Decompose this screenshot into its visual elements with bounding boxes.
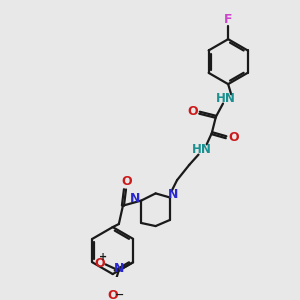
Text: +: + [99, 252, 107, 262]
Text: N: N [114, 262, 124, 275]
Text: N: N [130, 192, 140, 205]
Text: O: O [107, 289, 118, 300]
Text: O: O [187, 105, 198, 118]
Text: HN: HN [192, 143, 212, 156]
Text: O: O [228, 131, 238, 144]
Text: O: O [122, 175, 132, 188]
Text: F: F [224, 13, 233, 26]
Text: N: N [168, 188, 178, 201]
Text: −: − [115, 290, 124, 300]
Text: HN: HN [216, 92, 236, 105]
Text: O: O [94, 257, 105, 270]
